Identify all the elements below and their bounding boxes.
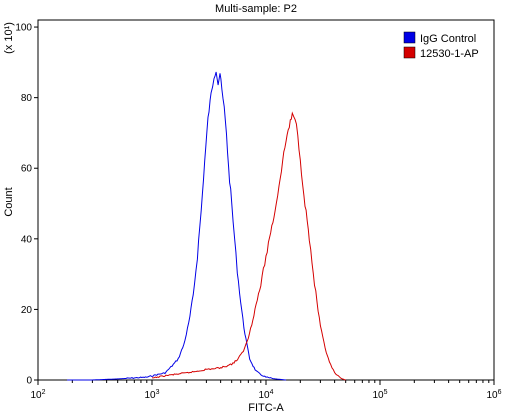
y-tick-label: 60 (21, 164, 33, 175)
legend-swatch (403, 46, 416, 59)
y-tick-label: 20 (21, 305, 33, 316)
series-line-2 (151, 111, 346, 381)
y-axis-ticks: 0 20 40 60 80 100 (15, 23, 38, 387)
x-tick-label: 105 (372, 389, 387, 401)
x-axis-label: FITC-A (248, 402, 284, 414)
legend: IgG Control 12530-1-AP (403, 31, 479, 60)
y-tick-label: 40 (21, 234, 33, 245)
y-axis-label: Count (3, 187, 15, 216)
y-tick-label: 0 (26, 376, 32, 387)
series-lines (67, 71, 346, 381)
y-tick-label: 100 (15, 23, 32, 34)
legend-swatch (403, 31, 416, 44)
legend-label: IgG Control (420, 33, 476, 45)
x-tick-label: 102 (30, 389, 45, 401)
legend-label: 12530-1-AP (420, 48, 479, 60)
series-line-1 (67, 71, 287, 381)
x-tick-label: 106 (486, 389, 501, 401)
x-axis-ticks: 102 103 104 105 106 (30, 380, 502, 401)
x-tick-label: 104 (258, 389, 273, 401)
x-tick-label: 103 (144, 389, 159, 401)
chart-title: Multi-sample: P2 (215, 3, 297, 15)
y-multiplier-label: (x 10¹) (3, 22, 15, 54)
y-tick-label: 80 (21, 93, 33, 104)
